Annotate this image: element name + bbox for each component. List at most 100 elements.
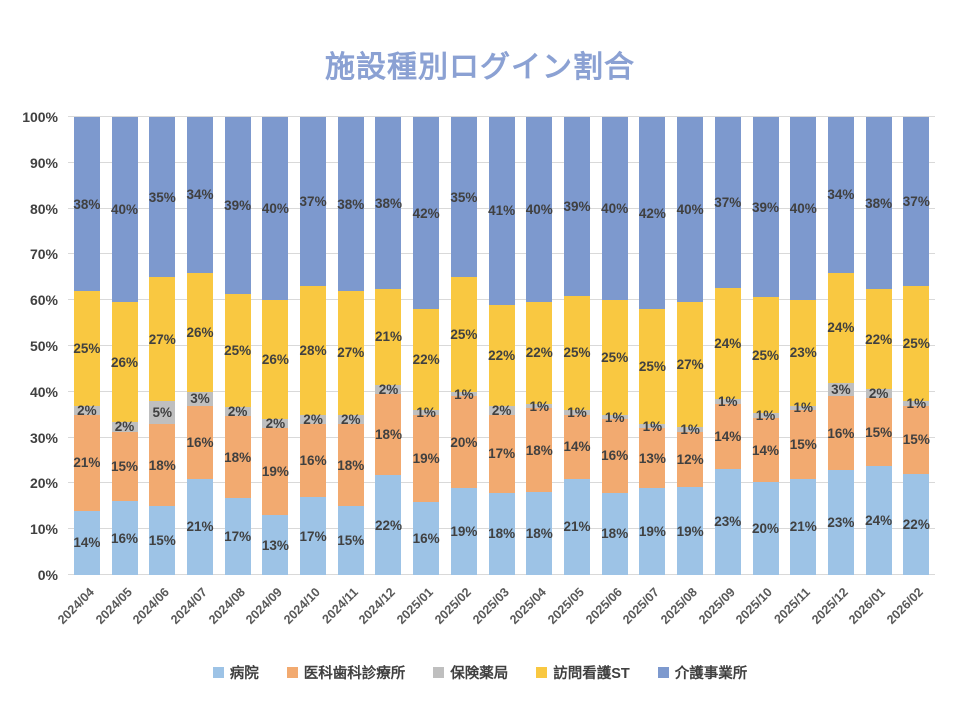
bar-value-label: 2% bbox=[303, 411, 323, 427]
bar-segment bbox=[752, 117, 779, 298]
bar-column: 15% 18% 2% 27% 38% bbox=[332, 117, 370, 575]
bar-segment bbox=[488, 117, 515, 305]
bar-segment bbox=[488, 405, 515, 415]
bar-value-label: 40% bbox=[601, 200, 629, 216]
bar-value-label: 22% bbox=[374, 517, 402, 533]
bar-segment bbox=[563, 117, 590, 296]
bar-segment bbox=[111, 422, 138, 432]
bar-segment bbox=[375, 117, 402, 290]
bar-column: 13% 19% 2% 26% 40% bbox=[257, 117, 295, 575]
bar bbox=[790, 117, 817, 575]
bar-value-label: 22% bbox=[488, 347, 516, 363]
bar-value-label: 25% bbox=[563, 345, 591, 361]
bar-segment bbox=[224, 293, 251, 408]
bar-value-label: 1% bbox=[718, 393, 738, 409]
bar bbox=[601, 117, 628, 575]
bar-segment bbox=[300, 497, 327, 575]
x-axis-tick-label: 2024/06 bbox=[130, 585, 173, 627]
bar-value-label: 15% bbox=[111, 458, 139, 474]
bar-value-label: 26% bbox=[111, 354, 139, 370]
bar-column: 21% 14% 1% 25% 39% bbox=[558, 117, 596, 575]
x-axis-tick-label: 2024/04 bbox=[54, 585, 97, 627]
bar-segment bbox=[73, 117, 100, 292]
bar-value-label: 40% bbox=[789, 200, 817, 216]
bar-value-label: 22% bbox=[865, 331, 893, 347]
bar-segment bbox=[677, 426, 704, 432]
bar-segment bbox=[337, 506, 364, 575]
bar bbox=[526, 117, 553, 575]
bar-segment bbox=[111, 117, 138, 303]
bar-column: 23% 14% 1% 24% 37% bbox=[709, 117, 747, 575]
bar-column: 21% 15% 1% 23% 40% bbox=[784, 117, 822, 575]
bar-segment bbox=[149, 506, 176, 575]
x-axis-tick-label: 2024/11 bbox=[319, 585, 361, 627]
bar-segment bbox=[375, 475, 402, 575]
bar-column: 16% 15% 2% 26% 40% bbox=[106, 117, 144, 575]
bar-column: 16% 19% 1% 22% 42% bbox=[407, 117, 445, 575]
y-axis-tick-label: 50% bbox=[29, 338, 58, 354]
bar-value-label: 19% bbox=[412, 450, 440, 466]
bar-value-label: 14% bbox=[751, 442, 780, 458]
bar-value-label: 2% bbox=[114, 419, 135, 435]
bar-column: 19% 13% 1% 25% 42% bbox=[634, 117, 672, 575]
y-axis-tick-label: 90% bbox=[29, 154, 58, 171]
bar-column: 18% 17% 2% 22% 41% bbox=[483, 117, 521, 575]
bar-segment bbox=[73, 291, 100, 406]
bar-segment bbox=[790, 405, 817, 411]
bar-value-label: 39% bbox=[563, 198, 591, 214]
bar-value-label: 16% bbox=[412, 530, 440, 546]
bar-value-label: 2% bbox=[341, 411, 361, 427]
bar-segment bbox=[714, 117, 741, 289]
x-axis-tick-label: 2024/12 bbox=[356, 585, 399, 627]
bar-value-label: 14% bbox=[714, 428, 742, 444]
bar-value-label: 34% bbox=[827, 187, 855, 203]
bar-segment bbox=[300, 414, 327, 424]
bar-value-label: 1% bbox=[642, 418, 663, 434]
bar-segment bbox=[413, 117, 440, 310]
bar-segment bbox=[300, 423, 327, 498]
bar-segment bbox=[790, 410, 817, 479]
bar-segment bbox=[262, 428, 289, 516]
bar-segment bbox=[601, 419, 628, 493]
y-axis-tick-label: 20% bbox=[29, 475, 58, 492]
bar-segment bbox=[111, 500, 138, 575]
bar-value-label: 25% bbox=[638, 358, 666, 374]
bar bbox=[752, 117, 779, 575]
x-axis-tick-label: 2025/01 bbox=[394, 585, 436, 627]
bar-value-label: 38% bbox=[865, 195, 893, 211]
bar-segment bbox=[73, 405, 100, 415]
bar-column: 18% 16% 1% 25% 40% bbox=[596, 117, 634, 575]
bar bbox=[488, 117, 515, 575]
bar bbox=[450, 117, 477, 575]
bar-value-label: 15% bbox=[789, 436, 817, 452]
x-axis-tick-label: 2025/04 bbox=[507, 585, 550, 627]
bar-value-label: 2% bbox=[77, 402, 97, 418]
bar-value-label: 27% bbox=[337, 345, 365, 361]
x-axis-tick-label: 2026/01 bbox=[846, 585, 889, 627]
bar bbox=[639, 117, 666, 575]
bar-value-label: 3% bbox=[190, 390, 210, 406]
bar-value-label: 1% bbox=[416, 404, 436, 420]
bar bbox=[865, 117, 892, 575]
bar-value-label: 18% bbox=[601, 526, 629, 542]
bar bbox=[337, 117, 364, 575]
legend-item: 病院 bbox=[212, 662, 259, 683]
bar-value-label: 16% bbox=[827, 425, 855, 441]
bar-segment bbox=[752, 297, 779, 414]
bar-value-label: 14% bbox=[563, 439, 591, 455]
bar bbox=[677, 117, 704, 575]
bar-segment bbox=[563, 478, 590, 575]
bar-value-label: 3% bbox=[831, 381, 851, 397]
bar-segment bbox=[186, 405, 213, 479]
bar bbox=[903, 117, 930, 575]
bar-segment bbox=[300, 117, 327, 287]
bar-segment bbox=[563, 414, 590, 479]
bar-column: 23% 16% 3% 24% 34% bbox=[822, 117, 860, 575]
bar-value-label: 15% bbox=[865, 424, 893, 440]
bar-value-label: 22% bbox=[525, 345, 553, 361]
bar-segment bbox=[186, 391, 213, 406]
bar-value-label: 40% bbox=[676, 201, 704, 217]
bar-value-label: 2% bbox=[378, 381, 399, 397]
legend: 病院 医科歯科診療所 保険薬局 訪問看護ST 介護事業所 bbox=[0, 662, 960, 683]
bar-value-label: 18% bbox=[488, 526, 516, 542]
